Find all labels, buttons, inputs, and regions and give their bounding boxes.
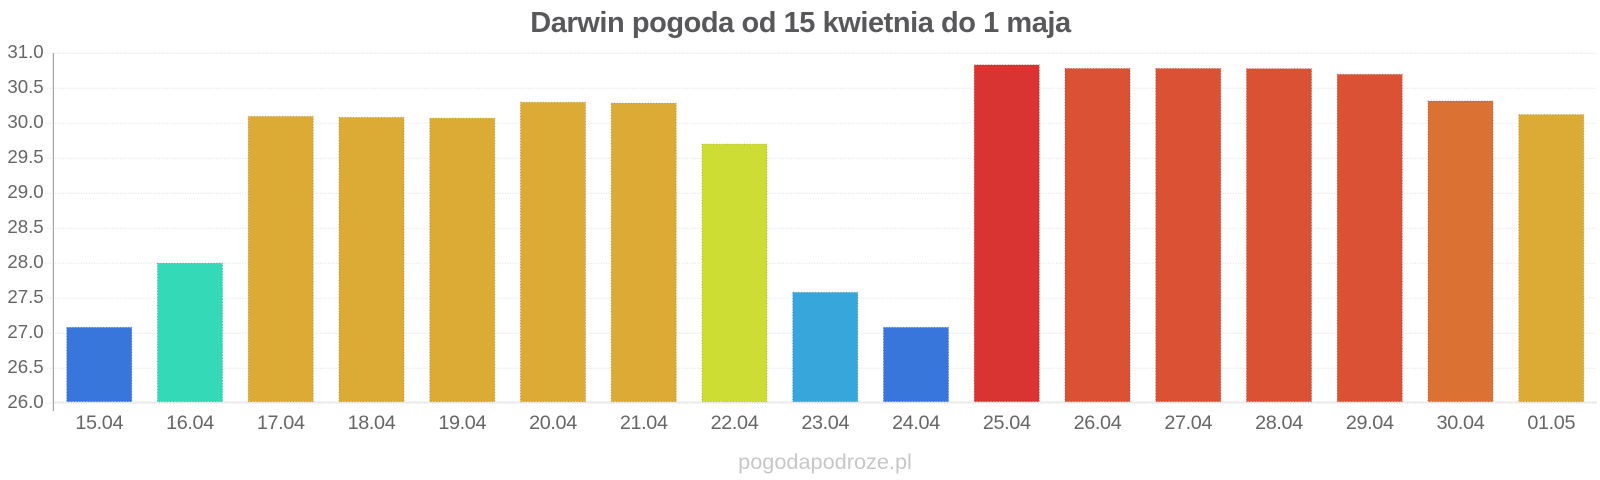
svg-text:29.5: 29.5 bbox=[7, 146, 43, 167]
svg-text:31.0: 31.0 bbox=[7, 41, 43, 62]
svg-text:01.05: 01.05 bbox=[1527, 412, 1575, 434]
svg-text:30.0: 30.0 bbox=[7, 111, 43, 132]
svg-text:28.04: 28.04 bbox=[1255, 412, 1303, 434]
svg-text:22.04: 22.04 bbox=[711, 412, 759, 434]
svg-text:24.04: 24.04 bbox=[892, 412, 940, 434]
svg-text:18.04: 18.04 bbox=[348, 412, 396, 434]
svg-text:Darwin pogoda od 15 kwietnia d: Darwin pogoda od 15 kwietnia do 1 maja bbox=[530, 7, 1072, 39]
svg-text:30.04: 30.04 bbox=[1437, 412, 1485, 434]
svg-text:15.04: 15.04 bbox=[75, 412, 123, 434]
svg-text:23.04: 23.04 bbox=[801, 412, 849, 434]
svg-text:27.5: 27.5 bbox=[7, 286, 43, 307]
svg-text:21.04: 21.04 bbox=[620, 412, 668, 434]
svg-text:29.04: 29.04 bbox=[1346, 412, 1394, 434]
svg-text:pogodapodroze.pl: pogodapodroze.pl bbox=[738, 449, 912, 474]
svg-text:30.5: 30.5 bbox=[7, 76, 43, 97]
svg-text:27.0: 27.0 bbox=[7, 321, 43, 342]
svg-text:29.0: 29.0 bbox=[7, 181, 43, 202]
svg-text:20.04: 20.04 bbox=[529, 412, 577, 434]
svg-text:26.5: 26.5 bbox=[7, 356, 43, 377]
svg-text:25.04: 25.04 bbox=[983, 412, 1031, 434]
svg-text:28.5: 28.5 bbox=[7, 216, 43, 237]
svg-text:26.0: 26.0 bbox=[7, 391, 43, 412]
svg-text:19.04: 19.04 bbox=[438, 412, 486, 434]
svg-text:27.04: 27.04 bbox=[1164, 412, 1212, 434]
svg-text:26.04: 26.04 bbox=[1074, 412, 1122, 434]
svg-text:17.04: 17.04 bbox=[257, 412, 305, 434]
svg-text:28.0: 28.0 bbox=[7, 251, 43, 272]
svg-text:16.04: 16.04 bbox=[166, 412, 214, 434]
